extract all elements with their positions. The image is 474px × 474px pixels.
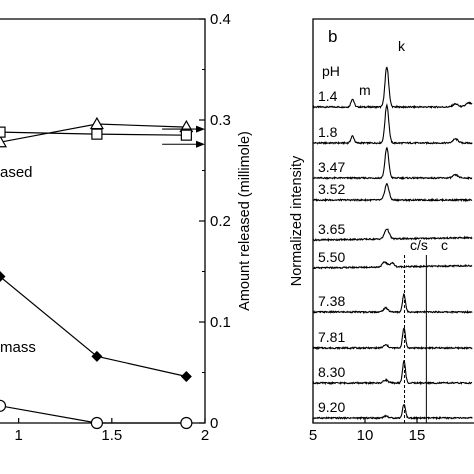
spectrum-trace-3: [312, 182, 473, 203]
trace-label-4: 3.65: [318, 221, 345, 237]
spectrum-trace-2: [312, 146, 473, 181]
trace-label-9: 9.20: [318, 399, 345, 415]
panel-b-y-axis-title: Normalized intensity: [289, 155, 305, 286]
panel-b-x-tick-label-1: 10: [357, 427, 374, 444]
panel-a-label-fragment-ased: ased: [0, 164, 33, 181]
trace-label-8: 8.30: [318, 364, 345, 380]
panel-b-axes-frame: [312, 18, 474, 424]
data-point-square-2: [180, 129, 192, 141]
x-tick-label-1: 1.5: [101, 427, 122, 444]
panel-a-y-axis-title: Amount released (millimole): [237, 131, 253, 311]
panel-b-label: b: [328, 27, 337, 46]
spectrum-trace-1: [312, 103, 473, 146]
x-tick-label-2: 2: [201, 427, 209, 444]
trace-label-2: 3.47: [318, 159, 345, 175]
trace-label-7: 7.81: [318, 329, 345, 345]
peak-label-m: m: [359, 82, 371, 98]
trace-label-0: 1.4: [318, 88, 338, 104]
panel-b-x-tick-label-2: 15: [409, 427, 426, 444]
data-point-circle-open-1: [90, 416, 104, 430]
data-point-triangle-0: [0, 135, 8, 148]
y-tick-label-1: 0.1: [210, 314, 231, 331]
data-point-square-1: [91, 128, 103, 140]
spectrum-trace-8: [312, 360, 473, 386]
peak-label-k: k: [398, 38, 406, 54]
spectrum-trace-7: [312, 327, 473, 351]
panel-b-x-tick-label-0: 5: [309, 427, 317, 444]
spectrum-trace-9: [312, 404, 473, 421]
axis-arrow-head-1: [196, 140, 205, 148]
series-line-diamond-filled: [0, 276, 187, 378]
trace-label-1: 1.8: [318, 124, 338, 140]
y-tick-label-0: 0: [210, 415, 218, 432]
y-tick-label-3: 0.3: [210, 112, 231, 129]
trace-label-3: 3.52: [318, 181, 345, 197]
trace-label-5: 5.50: [318, 249, 345, 265]
panel-b-legend-title: pH: [322, 63, 340, 79]
spectrum-trace-4: [312, 228, 473, 243]
trace-label-6: 7.38: [318, 293, 345, 309]
data-point-diamond-filled-2: [180, 371, 192, 383]
y-tick-label-2: 0.2: [210, 213, 231, 230]
panel-b: b Normalized intensity pH 1.4 1.8 3.47 3.52…: [289, 18, 474, 444]
data-point-circle-open-2: [180, 416, 193, 430]
y-tick-label-4: 0.4: [210, 11, 231, 28]
x-tick-label-0: 1: [14, 427, 22, 444]
peak-label-c-s: c/s: [410, 237, 428, 253]
panel-a-axes-frame: [0, 18, 206, 424]
spectrum-trace-5: [312, 261, 473, 270]
peak-label-c: c: [441, 237, 448, 253]
panel-a: 1 1.5 2 0 0.1 0.2 0.3 0.4 ased mass Amount rel…: [0, 11, 253, 444]
axis-arrow-head-0: [196, 125, 205, 133]
data-point-circle-open-0: [0, 399, 7, 412]
spectrum-trace-0: [312, 66, 473, 109]
panel-a-label-fragment-mass: mass: [0, 339, 36, 356]
data-point-triangle-1: [89, 116, 104, 130]
data-point-square-0: [0, 126, 6, 138]
data-point-diamond-filled-1: [91, 350, 103, 362]
data-point-diamond-filled-0: [0, 271, 6, 283]
spectrum-trace-6: [312, 293, 473, 315]
